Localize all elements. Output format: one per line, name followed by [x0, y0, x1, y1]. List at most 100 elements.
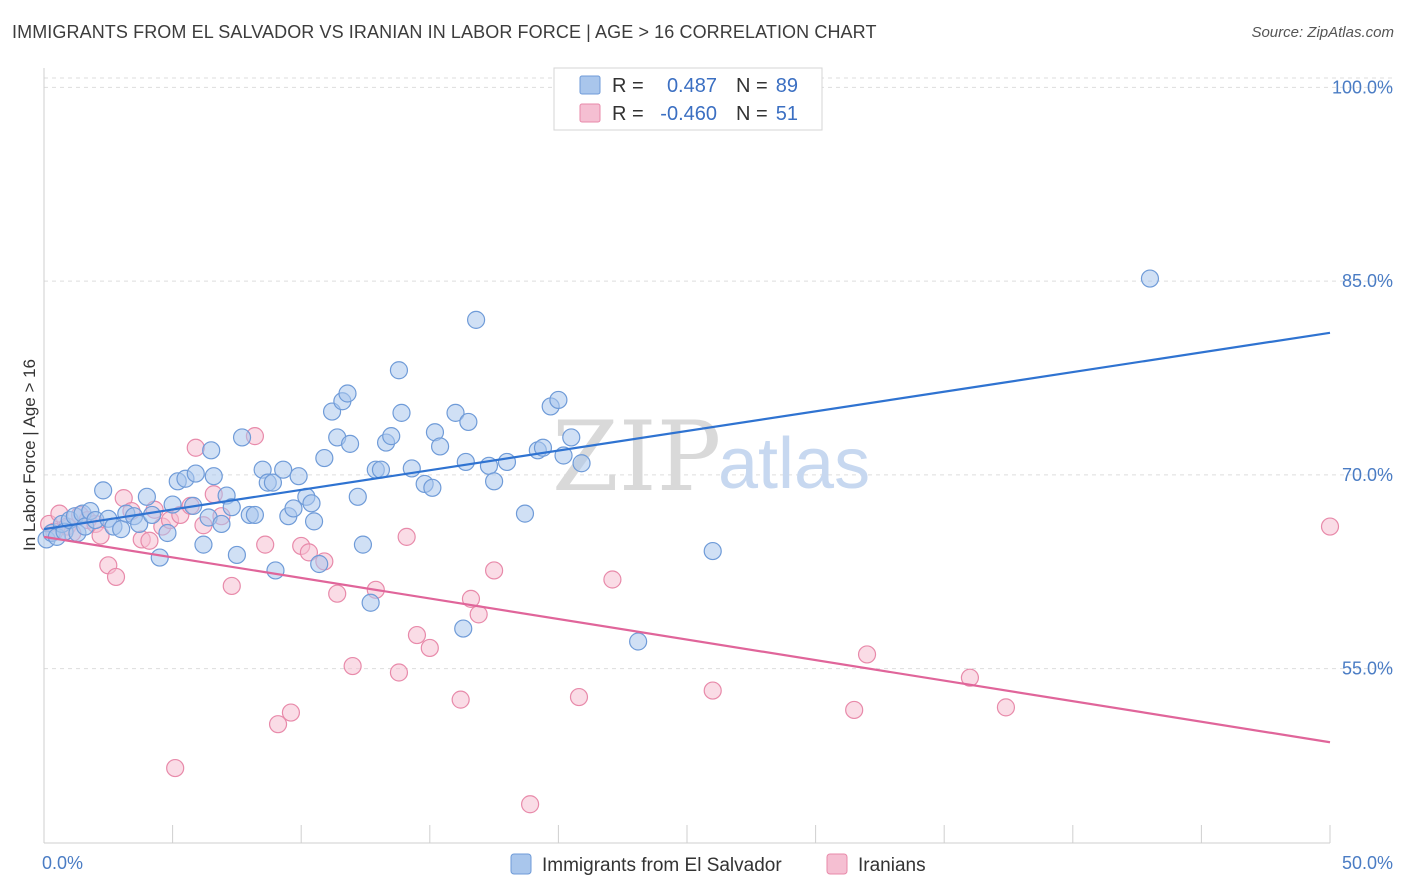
- legend-box: R = 0.487 N = 89 R = -0.460 N = 51: [553, 67, 823, 131]
- bottom-legend: Immigrants from El Salvador Iranians: [510, 853, 926, 876]
- iranians-point: [960, 668, 980, 687]
- el-salvador-point: [263, 473, 283, 492]
- iranians-point: [343, 656, 362, 676]
- el-salvador-point: [466, 310, 486, 329]
- x-tick-marks: [43, 825, 1331, 843]
- el-salvador-point: [274, 460, 293, 479]
- trend-lines: [43, 331, 1331, 744]
- el-salvador-point: [392, 403, 411, 422]
- el-salvador-point: [315, 448, 334, 468]
- y-axis-label: In Labor Force | Age > 16: [20, 359, 39, 551]
- iranians-point: [703, 681, 722, 700]
- iranians-trend-line: [43, 535, 1331, 744]
- iranians-point: [397, 527, 416, 546]
- iranians-point: [996, 698, 1016, 717]
- iranians-point: [407, 625, 427, 645]
- legend-n-value-2: 51: [776, 103, 798, 125]
- y-tick-label: 85.0%: [1342, 271, 1393, 291]
- el-salvador-point: [703, 541, 722, 561]
- el-salvador-point: [348, 487, 367, 506]
- y-tick-label: 70.0%: [1342, 465, 1393, 485]
- el-salvador-point: [212, 514, 231, 534]
- el-salvador-points: [37, 269, 1160, 651]
- el-salvador-point: [142, 505, 162, 525]
- el-salvador-point: [423, 478, 442, 497]
- iranians-point: [186, 438, 205, 457]
- legend-swatch-pink: [579, 103, 601, 123]
- chart-title: IMMIGRANTS FROM EL SALVADOR VS IRANIAN I…: [12, 22, 877, 42]
- iranians-point: [328, 584, 347, 603]
- el-salvador-point: [629, 632, 648, 651]
- el-salvador-point: [94, 481, 113, 500]
- el-salvador-point: [572, 454, 591, 473]
- y-tick-label: 55.0%: [1342, 659, 1393, 679]
- watermark: ZIP atlas: [552, 401, 870, 513]
- el-salvador-point: [310, 554, 329, 574]
- el-salvador-point: [245, 505, 265, 525]
- el-salvador-point: [497, 452, 517, 472]
- el-salvador-point: [353, 535, 373, 554]
- legend-n-value-1: 89: [776, 75, 798, 97]
- y-tick-label: 100.0%: [1332, 77, 1393, 97]
- el-salvador-point: [549, 390, 568, 410]
- el-salvador-point: [340, 434, 360, 453]
- iranians-point: [451, 690, 470, 709]
- el-salvador-point: [382, 427, 401, 446]
- source-credit: Source: ZipAtlas.com: [1251, 24, 1394, 41]
- watermark-atlas: atlas: [718, 424, 870, 504]
- iranians-point: [569, 687, 589, 707]
- x-tick-label-max: 50.0%: [1342, 853, 1393, 873]
- iranians-point: [603, 570, 622, 589]
- el-salvador-point: [456, 452, 475, 472]
- iranians-point: [461, 589, 481, 608]
- legend-r-label-2: R =: [612, 103, 644, 125]
- el-salvador-point: [289, 467, 308, 486]
- iranians-point: [222, 576, 241, 596]
- el-salvador-point: [204, 467, 223, 486]
- el-salvador-point: [186, 464, 205, 483]
- legend-r-value-2: -0.460: [660, 103, 717, 125]
- el-salvador-point: [222, 498, 241, 517]
- iranians-point: [299, 543, 319, 562]
- y-tick-labels: 55.0% 70.0% 85.0% 100.0%: [1332, 77, 1393, 678]
- el-salvador-point: [389, 361, 409, 380]
- legend-n-label-1: N =: [736, 75, 768, 97]
- el-salvador-point: [430, 437, 450, 456]
- el-salvador-point: [227, 545, 246, 565]
- el-salvador-point: [202, 441, 221, 460]
- grid-lines: [44, 77, 1392, 670]
- bottom-legend-swatch-blue: [510, 853, 532, 875]
- el-salvador-point: [232, 428, 252, 447]
- el-salvador-point: [446, 403, 465, 422]
- el-salvador-point: [515, 504, 535, 523]
- el-salvador-point: [137, 487, 156, 506]
- el-salvador-point: [454, 619, 473, 638]
- iranians-point: [1320, 517, 1340, 536]
- iranians-point: [256, 535, 275, 554]
- el-salvador-point: [371, 460, 391, 479]
- bottom-legend-label-blue: Immigrants from El Salvador: [542, 855, 782, 876]
- iranians-point: [857, 645, 877, 664]
- legend-r-value-1: 0.487: [667, 75, 717, 97]
- el-salvador-point: [284, 499, 303, 518]
- el-salvador-point: [485, 472, 504, 491]
- el-salvador-point: [266, 561, 285, 580]
- iranians-point: [140, 531, 159, 550]
- el-salvador-point: [361, 593, 380, 612]
- bottom-legend-swatch-pink: [826, 853, 848, 875]
- iranians-point: [389, 663, 409, 682]
- el-salvador-point: [112, 520, 131, 539]
- el-salvador-point: [150, 548, 169, 567]
- el-salvador-point: [304, 512, 324, 531]
- iranians-point: [485, 561, 504, 580]
- el-salvador-trend-line: [43, 331, 1331, 531]
- el-salvador-point: [194, 535, 213, 554]
- legend-swatch-blue: [579, 75, 601, 95]
- el-salvador-point: [158, 523, 177, 543]
- iranians-point: [106, 567, 126, 587]
- iranians-point: [521, 795, 540, 814]
- legend-r-label-1: R =: [612, 75, 644, 97]
- el-salvador-point: [338, 384, 357, 403]
- iranians-point: [268, 715, 288, 734]
